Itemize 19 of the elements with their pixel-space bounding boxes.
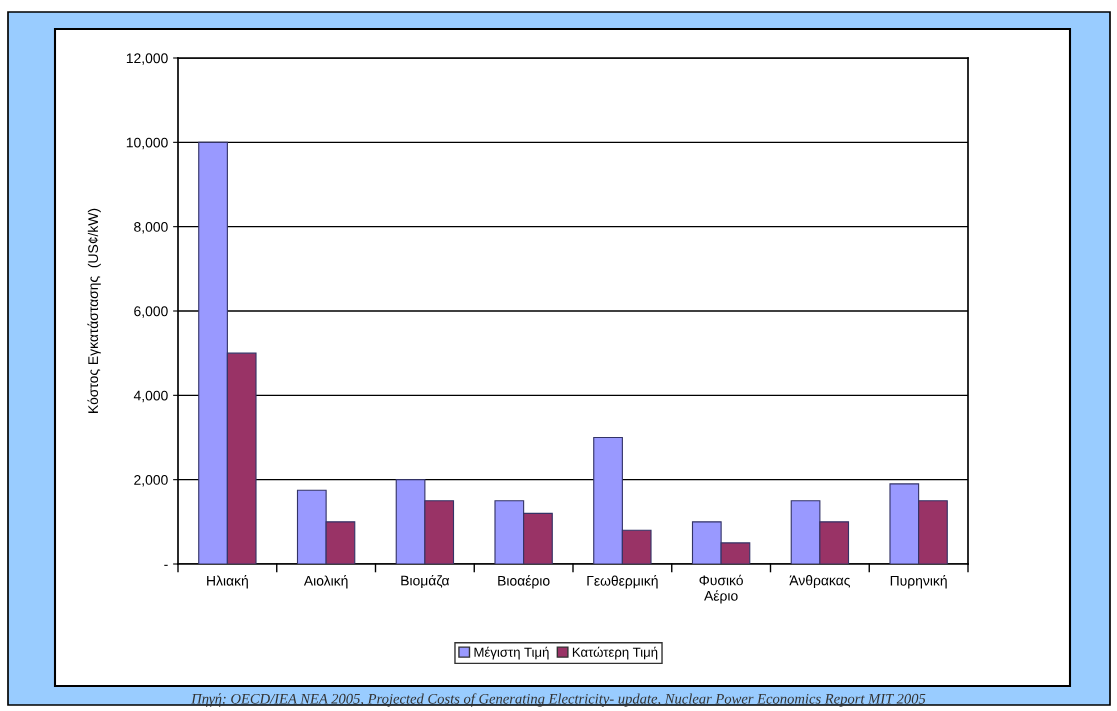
legend-label: Κατώτερη Τιμή	[572, 646, 658, 660]
y-tick-label: 8,000	[134, 222, 168, 234]
x-tick-label: Άνθρακας	[789, 575, 851, 589]
legend-label: Μέγιστη Τιμή	[474, 646, 549, 660]
text: Πηγή: OECD/IEA NEA 2005, Projected Costs of Generating Electricity- update, Nuclear Power Economics Report MIT 2005	[191, 693, 926, 707]
y-axis-title: Κόστος Εγκατάστασης (US¢/kW)	[87, 208, 101, 413]
x-tick-label: Αιολική	[303, 575, 348, 589]
y-tick-label: 2,000	[134, 475, 168, 487]
y-tick-label: -	[164, 564, 168, 566]
x-tick-label: Βιομάζα	[401, 574, 450, 589]
x-tick-label: Ηλιακή	[207, 575, 248, 589]
y-tick-label: 6,000	[134, 306, 168, 318]
y-tick-label: 10,000	[126, 137, 168, 150]
y-tick-label: 4,000	[133, 390, 168, 403]
x-tick-label: Γεωθερμική	[587, 575, 658, 589]
x-tick-label: Πυρηνική	[890, 575, 947, 589]
x-tick-label: Βιοαέριο	[498, 575, 550, 589]
x-tick-label: Φυσικό Αέριο	[699, 574, 743, 604]
y-tick-label: 12,000	[126, 53, 168, 65]
